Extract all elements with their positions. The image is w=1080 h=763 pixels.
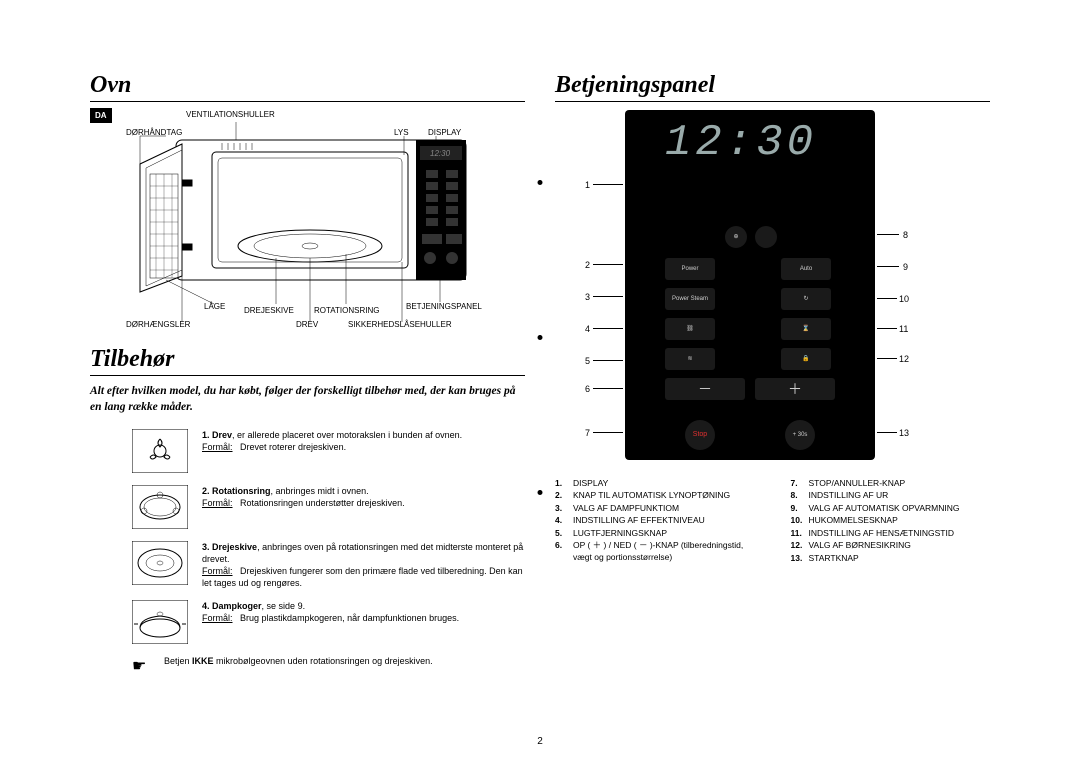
- label-safety-locks: SIKKERHEDSLÅSEHULLER: [348, 320, 452, 329]
- right-column: Betjeningspanel 12:30 ⊕ Power Power Stea…: [555, 72, 990, 676]
- label-coupler: DREV: [296, 320, 318, 329]
- svg-text:12:30: 12:30: [430, 149, 451, 158]
- roller-ring-icon: [132, 485, 188, 531]
- panel-display: 12:30: [665, 118, 817, 168]
- control-panel-diagram: 12:30 ⊕ Power Power Steam ⛓ ≋ － Auto ↻ ⌛…: [555, 110, 990, 460]
- binding-dots: [538, 180, 543, 495]
- coupler-icon: [132, 429, 188, 475]
- oven-diagram: 12:30: [126, 110, 525, 340]
- intro-text: Alt efter hvilken model, du har købt, fø…: [90, 384, 525, 415]
- label-ventilation: VENTILATIONSHULLER: [186, 110, 275, 119]
- label-light: LYS: [394, 128, 409, 137]
- label-door-handle: DØRHÅNDTAG: [126, 128, 182, 137]
- page-number: 2: [537, 736, 543, 747]
- note-row: ☛ Betjen IKKE mikrobølgeovnen uden rotat…: [132, 656, 525, 676]
- heading-accessories: Tilbehør: [90, 346, 525, 376]
- label-roller: ROTATIONSRING: [314, 306, 379, 315]
- accessory-row: 2. Rotationsring, anbringes midt i ovnen…: [132, 485, 525, 531]
- heading-oven: Ovn: [90, 72, 525, 102]
- accessory-row: 4. Dampkoger, se side 9. Formål: Brug pl…: [132, 600, 525, 646]
- label-display: DISPLAY: [428, 128, 461, 137]
- feature-list: 1.DISPLAY 2.KNAP TIL AUTOMATISK LYNOPTØN…: [555, 478, 990, 565]
- steamer-icon: [132, 600, 188, 646]
- feature-col-left: 1.DISPLAY 2.KNAP TIL AUTOMATISK LYNOPTØN…: [555, 478, 755, 565]
- left-column: Ovn DA 12:30: [90, 72, 525, 676]
- accessory-row: 3. Drejeskive, anbringes oven på rotatio…: [132, 541, 525, 590]
- feature-col-right: 7.STOP/ANNULLER-KNAP 8.INDSTILLING AF UR…: [791, 478, 991, 565]
- label-door-hinges: DØRHÆNGSLER: [126, 320, 190, 329]
- pointing-hand-icon: ☛: [132, 656, 152, 676]
- label-turntable: DREJESKIVE: [244, 306, 294, 315]
- label-door: LÅGE: [204, 302, 225, 311]
- turntable-icon: [132, 541, 188, 590]
- language-badge: DA: [90, 108, 112, 123]
- heading-control-panel: Betjeningspanel: [555, 72, 990, 102]
- accessory-row: 1. Drev, er allerede placeret over motor…: [132, 429, 525, 475]
- label-control-panel: BETJENINGSPANEL: [406, 302, 482, 311]
